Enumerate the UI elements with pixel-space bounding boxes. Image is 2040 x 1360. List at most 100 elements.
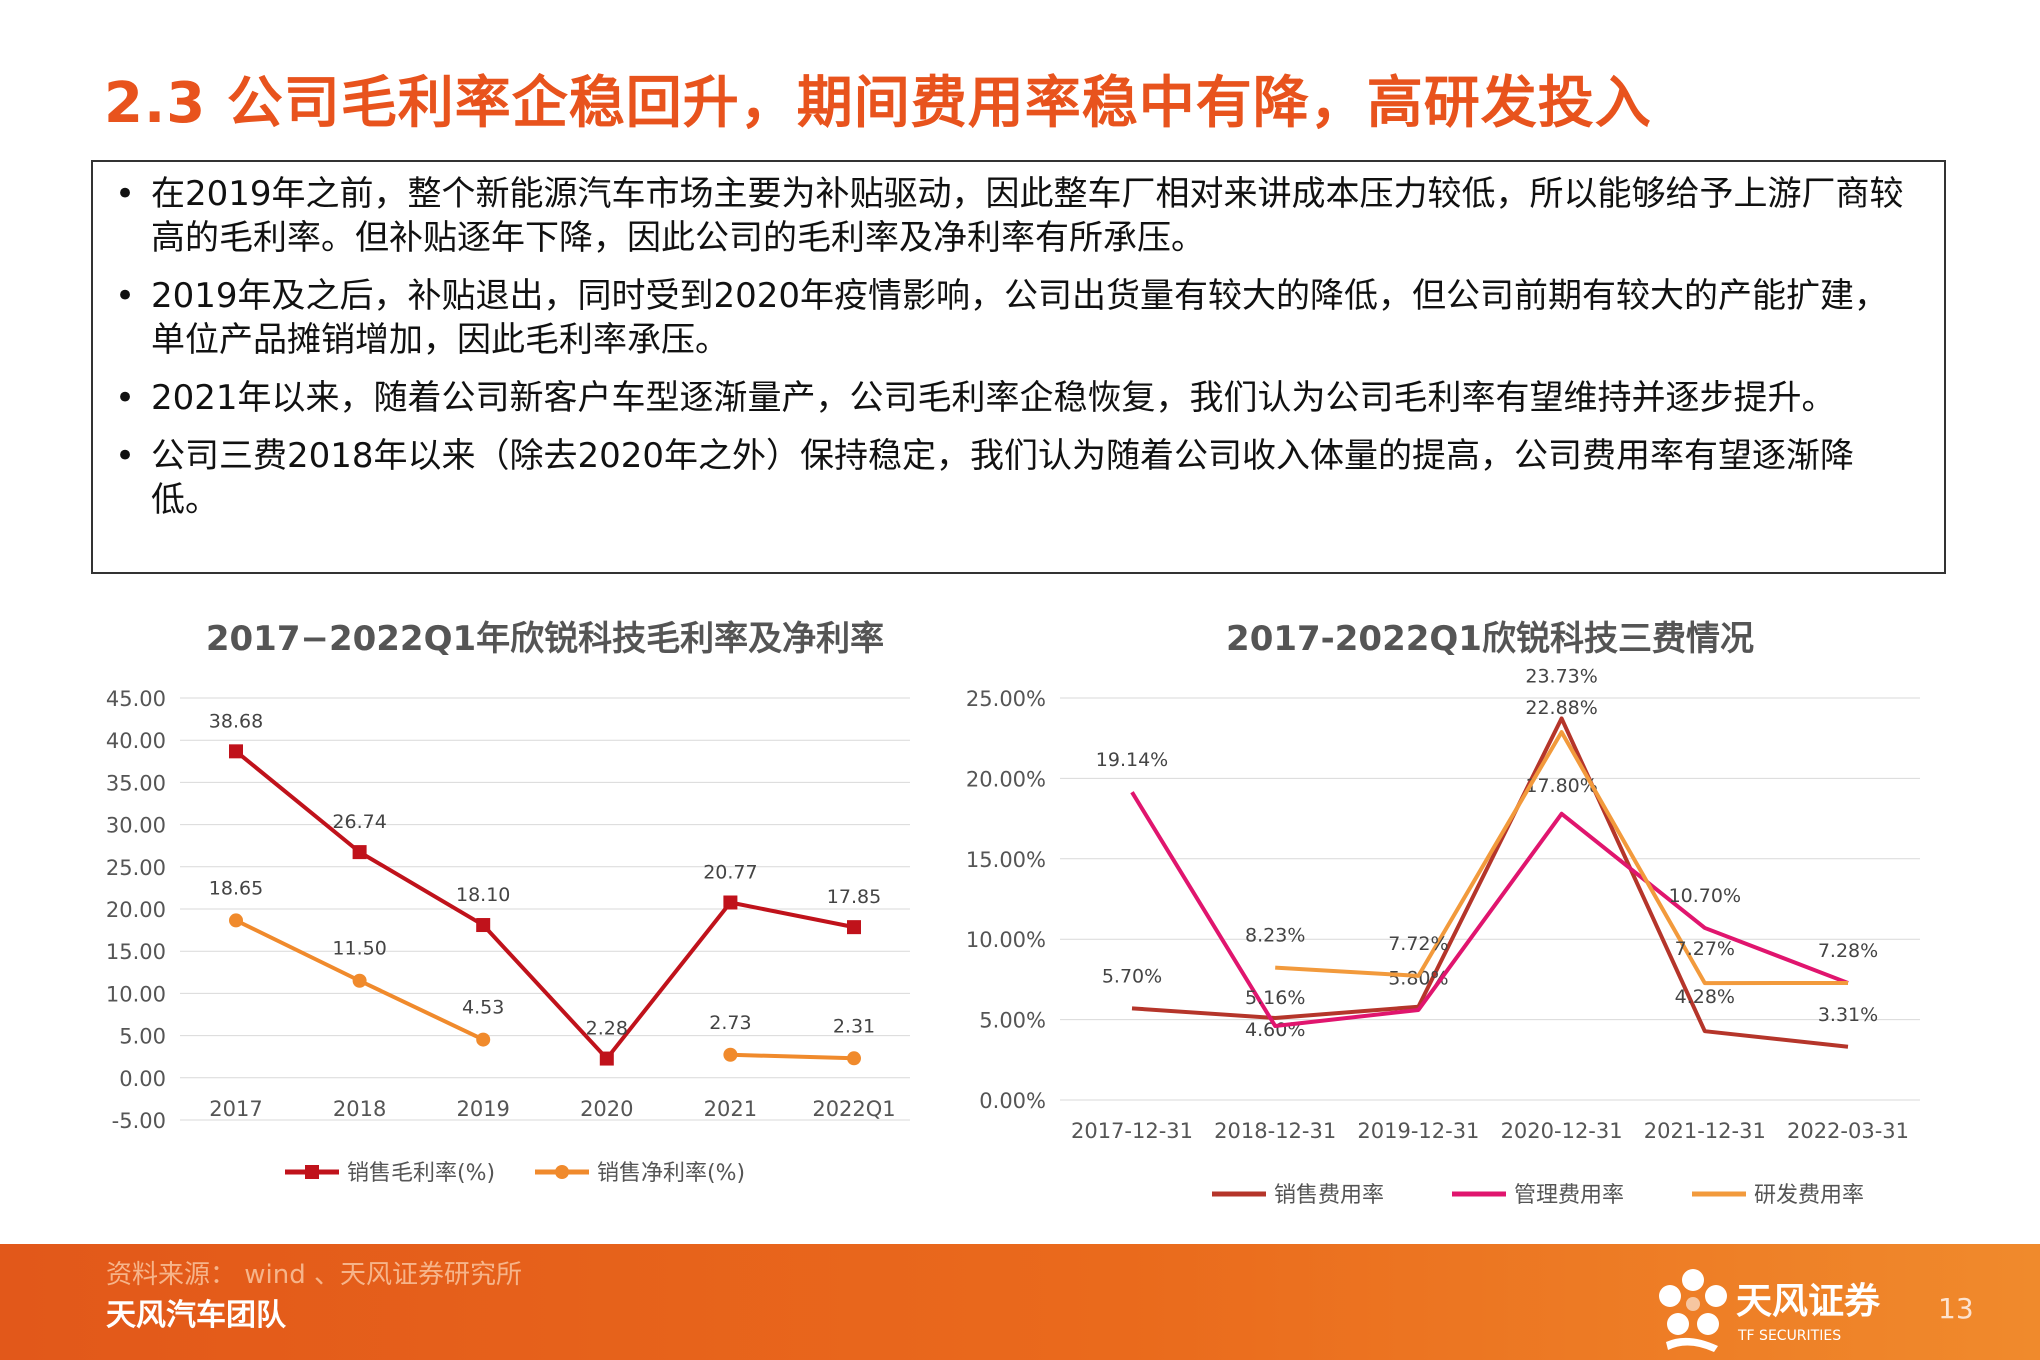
y-tick-label: 45.00 [106, 687, 166, 711]
data-point [847, 1051, 861, 1066]
y-tick-label: 40.00 [106, 729, 166, 753]
footer-bar: 资料来源： wind 、天风证券研究所 天风汽车团队 天风证券 TF SECUR… [0, 1244, 2040, 1360]
brand-name: 天风证券 [1736, 1281, 1881, 1322]
data-point [599, 1051, 614, 1066]
data-point [847, 920, 861, 935]
legend-label: 销售毛利率(%) [347, 1161, 495, 1186]
y-tick-label: 10.00 [106, 982, 166, 1006]
y-tick-label: 20.00 [106, 898, 166, 922]
y-tick-label: 15.00 [106, 940, 166, 964]
x-tick-label: 2017 [209, 1097, 262, 1121]
bullet-marker: • [115, 436, 136, 476]
data-label: 5.16% [1245, 987, 1305, 1009]
data-label: 19.14% [1096, 749, 1168, 771]
y-tick-label: 30.00 [106, 814, 166, 838]
legend-label: 销售费用率 [1274, 1183, 1384, 1208]
data-label: 3.31% [1818, 1004, 1878, 1026]
x-tick-label: 2022Q1 [812, 1097, 895, 1121]
y-tick-label: -5.00 [112, 1109, 166, 1133]
y-tick-label: 5.00% [979, 1009, 1046, 1033]
x-tick-label: 2018-12-31 [1214, 1119, 1336, 1143]
data-point [229, 744, 243, 759]
expense-chart: 2017-2022Q1欣锐科技三费情况 25.00% 20.00% 15.00% 10.… [966, 619, 1920, 1208]
data-label: 10.70% [1669, 885, 1741, 907]
chart-title: 2017-2022Q1欣锐科技三费情况 [1226, 619, 1754, 659]
data-label: 4.53 [462, 997, 504, 1019]
data-label: 7.72% [1388, 933, 1448, 955]
series-line [1130, 791, 1849, 1029]
data-label: 23.73% [1525, 665, 1597, 687]
x-tick-label: 2019-12-31 [1357, 1119, 1479, 1143]
data-label: 18.65 [209, 877, 263, 899]
legend-label: 研发费用率 [1754, 1183, 1864, 1208]
brand-english: TF SECURITIES [1738, 1328, 1842, 1344]
y-tick-label: 35.00 [106, 771, 166, 795]
x-tick-label: 2020-12-31 [1501, 1119, 1623, 1143]
y-tick-label: 5.00 [119, 1025, 166, 1049]
x-tick-label: 2019 [456, 1097, 509, 1121]
series-line [730, 1052, 855, 1061]
legend-marker [305, 1165, 319, 1179]
bullet-text: 在2019年之前，整个新能源汽车市场主要为补贴驱动，因此整车厂相对来讲成本压力较… [151, 174, 1904, 258]
data-label: 38.68 [209, 710, 263, 732]
data-point [229, 913, 243, 928]
legend-marker [555, 1165, 569, 1179]
bullet-text: 2019年及之后，补贴退出，同时受到2020年疫情影响，公司出货量有较大的降低，… [151, 276, 1889, 360]
series-line [234, 749, 855, 1061]
data-label: 22.88% [1525, 697, 1597, 719]
summary-box: • 在2019年之前，整个新能源汽车市场主要为补贴驱动，因此整车厂相对来讲成本压力… [91, 160, 1946, 574]
data-label: 17.80% [1525, 775, 1597, 797]
y-tick-label: 10.00% [966, 928, 1046, 952]
bullet-item: • 2021年以来，随着公司新客户车型逐渐量产，公司毛利率企稳恢复，我们认为公司毛… [115, 376, 1914, 420]
bullet-marker: • [115, 276, 136, 316]
data-point [723, 1047, 738, 1062]
bullet-marker: • [115, 174, 136, 214]
legend-label: 管理费用率 [1514, 1183, 1624, 1208]
data-label: 20.77 [703, 862, 757, 884]
page-title: 2.3 公司毛利率企稳回升，期间费用率稳中有降，高研发投入 [104, 71, 1652, 136]
flower-logo-icon [1659, 1269, 1727, 1352]
x-tick-label: 2020 [580, 1097, 633, 1121]
x-tick-label: 2021-12-31 [1644, 1119, 1766, 1143]
data-label: 26.74 [332, 811, 386, 833]
y-tick-label: 15.00% [966, 848, 1046, 872]
bullet-item: • 2019年及之后，补贴退出，同时受到2020年疫情影响，公司出货量有较大的降低… [115, 274, 1914, 362]
y-tick-label: 25.00 [106, 856, 166, 880]
series-line [1275, 730, 1849, 986]
data-label: 4.28% [1675, 986, 1735, 1008]
data-label: 2.31 [833, 1015, 875, 1037]
data-label: 8.23% [1245, 925, 1305, 947]
x-tick-label: 2021 [704, 1097, 757, 1121]
data-label: 2.73 [709, 1012, 751, 1034]
team-name: 天风汽车团队 [106, 1298, 286, 1333]
x-tick-label: 2018 [333, 1097, 386, 1121]
data-point [352, 973, 367, 988]
bullet-text: 2021年以来，随着公司新客户车型逐渐量产，公司毛利率企稳恢复，我们认为公司毛利… [151, 378, 1836, 418]
source-note: 资料来源： wind 、天风证券研究所 [106, 1260, 523, 1290]
y-tick-label: 0.00% [979, 1089, 1046, 1113]
margin-chart: 2017−2022Q1年欣锐科技毛利率及净利率 45.00 40.00 35.00 30… [106, 619, 910, 1186]
chart-title: 2017−2022Q1年欣锐科技毛利率及净利率 [206, 619, 884, 659]
data-label: 17.85 [827, 886, 881, 908]
data-point [476, 1032, 491, 1047]
bullet-item: • 公司三费2018年以来（除去2020年之外）保持稳定，我们认为随着公司收入体量… [115, 434, 1914, 522]
x-tick-label: 2022-03-31 [1787, 1119, 1909, 1143]
y-tick-label: 25.00% [966, 687, 1046, 711]
data-label: 2.28 [586, 1018, 628, 1040]
y-tick-label: 20.00% [966, 767, 1046, 791]
x-tick-label: 2017-12-31 [1071, 1119, 1193, 1143]
series-line [1131, 716, 1849, 1049]
data-label: 11.50 [332, 938, 386, 960]
data-point [476, 918, 491, 933]
data-label: 7.27% [1675, 938, 1735, 960]
data-point [723, 895, 738, 910]
page-number: 13 [1938, 1292, 1974, 1325]
y-tick-label: 0.00 [119, 1067, 166, 1091]
bullet-item: • 在2019年之前，整个新能源汽车市场主要为补贴驱动，因此整车厂相对来讲成本压力… [115, 172, 1914, 260]
legend-label: 销售净利率(%) [597, 1161, 745, 1186]
data-label: 7.28% [1818, 940, 1878, 962]
bullet-marker: • [115, 378, 136, 418]
bullet-text: 公司三费2018年以来（除去2020年之外）保持稳定，我们认为随着公司收入体量的… [151, 436, 1855, 520]
data-point [352, 845, 367, 860]
data-label: 18.10 [456, 884, 510, 906]
